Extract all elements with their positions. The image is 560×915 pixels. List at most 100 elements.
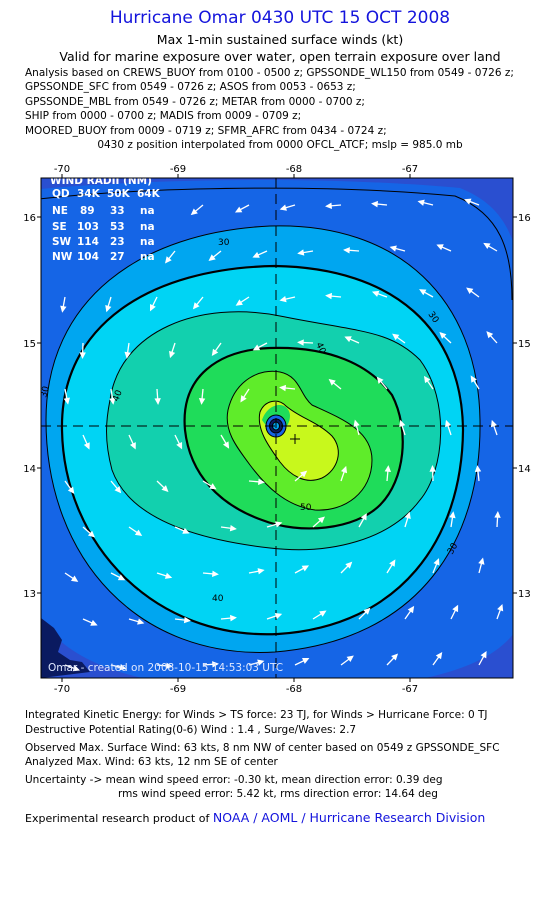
- wind-radii-header: 34K: [77, 188, 101, 200]
- wind-arrow-head: [464, 198, 472, 205]
- lon-tick-bottom: -69: [170, 684, 186, 695]
- wind-arrow-head: [449, 511, 456, 519]
- wind-arrow-head: [439, 332, 447, 339]
- wind-arrow-head: [211, 348, 219, 357]
- wind-arrow-head: [164, 572, 173, 579]
- wind-arrow-head: [435, 651, 443, 660]
- wind-arrow-head: [161, 485, 169, 493]
- contour-40: [106, 311, 442, 551]
- wind-radii-34k: 114: [77, 236, 99, 248]
- wind-arrow-head: [105, 305, 112, 313]
- wind-arrow-head: [279, 295, 287, 303]
- wind-arrow-head: [497, 603, 504, 612]
- wind-radii-34k: 89: [80, 205, 95, 217]
- wind-arrow-head: [470, 375, 477, 383]
- wind-arrow-head: [346, 655, 354, 663]
- analyzed-max-wind: Analyzed Max. Wind: 63 kts, 12 nm SE of …: [25, 756, 278, 768]
- contour-label: 30: [39, 385, 52, 399]
- analysis-line: Analysis based on CREWS_BUOY from 0100 -…: [25, 67, 514, 79]
- wind-arrow-head: [302, 658, 310, 664]
- wind-radii-50k: 27: [110, 251, 125, 263]
- wind-radii-table: WIND RADII (NM) QD 34K 50K 64K NE 89 33 …: [50, 175, 161, 263]
- contour-label: 40: [313, 341, 327, 356]
- wind-arrow-head: [478, 557, 485, 565]
- wind-radii-64k: na: [140, 236, 155, 248]
- map-frame: [40, 177, 514, 679]
- wind-arrow-head: [389, 559, 396, 567]
- analysis-line: GPSSONDE_MBL from 0549 - 0726 z; METAR f…: [25, 95, 365, 108]
- wind-arrow-head: [275, 521, 283, 528]
- page-title: Hurricane Omar 0430 UTC 15 OCT 2008: [109, 8, 451, 28]
- wind-arrow-head: [392, 333, 400, 341]
- wind-arrow-head: [384, 465, 392, 472]
- wind-arrow-head: [297, 339, 304, 346]
- wind-arrow-head: [279, 384, 287, 392]
- wind-arrow-head: [234, 206, 243, 213]
- wind-arrow-head: [297, 249, 305, 256]
- wind-arrows: [60, 198, 504, 672]
- lat-tick-left: 15: [23, 339, 36, 350]
- uncertainty-rms: rms wind speed error: 5.42 kt, rms direc…: [118, 788, 438, 800]
- hrd-link[interactable]: NOAA / AOML / Hurricane Research Divisio…: [212, 810, 486, 825]
- wind-arrow-head: [222, 441, 230, 449]
- subtitle-exposure: Valid for marine exposure over water, op…: [59, 49, 501, 64]
- lon-tick-bottom: -68: [286, 684, 302, 695]
- observed-max-wind: Observed Max. Surface Wind: 63 kts, 8 nm…: [25, 742, 500, 754]
- wind-arrow-head: [83, 442, 90, 450]
- wind-arrow-head: [319, 610, 327, 617]
- wind-field-map: 30 30 30 30 40 40 40 50 WIND RADII (NM) …: [23, 164, 531, 695]
- wind-arrow-head: [328, 378, 336, 386]
- wind-arrow-head: [117, 574, 126, 581]
- wind-arrow-head: [124, 351, 131, 359]
- wind-arrow-head: [183, 616, 191, 624]
- wind-radii-title: WIND RADII (NM): [50, 175, 152, 187]
- wind-arrow-head: [166, 662, 173, 670]
- wind-arrow-head: [63, 397, 70, 405]
- wind-radii-quadrant: NW: [52, 251, 73, 263]
- wind-arrow-head: [72, 665, 80, 672]
- lat-tick-right: 13: [518, 589, 531, 600]
- wind-arrow-head: [325, 202, 332, 209]
- wind-radii-quadrant: SE: [52, 221, 67, 233]
- wind-arrow-head: [399, 419, 406, 428]
- wind-arrow-head: [67, 486, 75, 494]
- wind-arrow-head: [252, 344, 261, 351]
- wind-arrow-head: [79, 352, 86, 359]
- wind-arrow-head: [192, 302, 200, 310]
- land-mass: [41, 618, 90, 678]
- wind-arrow-head: [229, 614, 237, 622]
- wind-arrow-head: [317, 516, 325, 524]
- contour-35: [45, 225, 481, 653]
- wind-arrow-head: [341, 465, 348, 474]
- wind-arrow-head: [480, 650, 487, 659]
- lat-tick-right: 14: [518, 464, 531, 475]
- wind-arrow-head: [391, 653, 399, 661]
- contour-label: 40: [212, 594, 224, 604]
- contour-55: [226, 370, 373, 511]
- subtitle-winds: Max 1-min sustained surface winds (kt): [156, 32, 404, 47]
- wind-radii-50k: 23: [110, 236, 125, 248]
- wind-arrow-head: [119, 664, 127, 671]
- contour-50kt: [183, 346, 404, 530]
- dpr-text: Destructive Potential Rating(0-6) Wind :…: [25, 724, 357, 736]
- wind-arrow-head: [300, 470, 308, 478]
- wind-arrow-head: [176, 441, 183, 450]
- wind-arrow-head: [149, 303, 156, 312]
- lon-tick-top: -70: [54, 164, 70, 175]
- wind-arrow-head: [407, 605, 415, 614]
- analysis-sources: Analysis based on CREWS_BUOY from 0100 -…: [25, 66, 555, 152]
- lat-tick-right: 15: [518, 339, 531, 350]
- wind-arrow-head: [376, 376, 384, 384]
- wind-arrow-head: [182, 527, 190, 534]
- wind-arrow-head: [90, 619, 98, 626]
- wind-arrow-head: [419, 289, 427, 296]
- wind-arrow-head: [343, 247, 350, 254]
- wind-arrow-head: [164, 256, 172, 264]
- wind-radii-64k: na: [140, 205, 155, 217]
- wind-arrow-head: [258, 478, 265, 485]
- wind-arrow-head: [208, 254, 216, 261]
- product-credit: Experimental research product of NOAA / …: [25, 810, 485, 825]
- wind-radii-34k: 104: [77, 251, 99, 263]
- wind-arrow-head: [486, 331, 494, 339]
- analysis-line: GPSSONDE_SFC from 0549 - 0726 z; ASOS fr…: [25, 81, 356, 94]
